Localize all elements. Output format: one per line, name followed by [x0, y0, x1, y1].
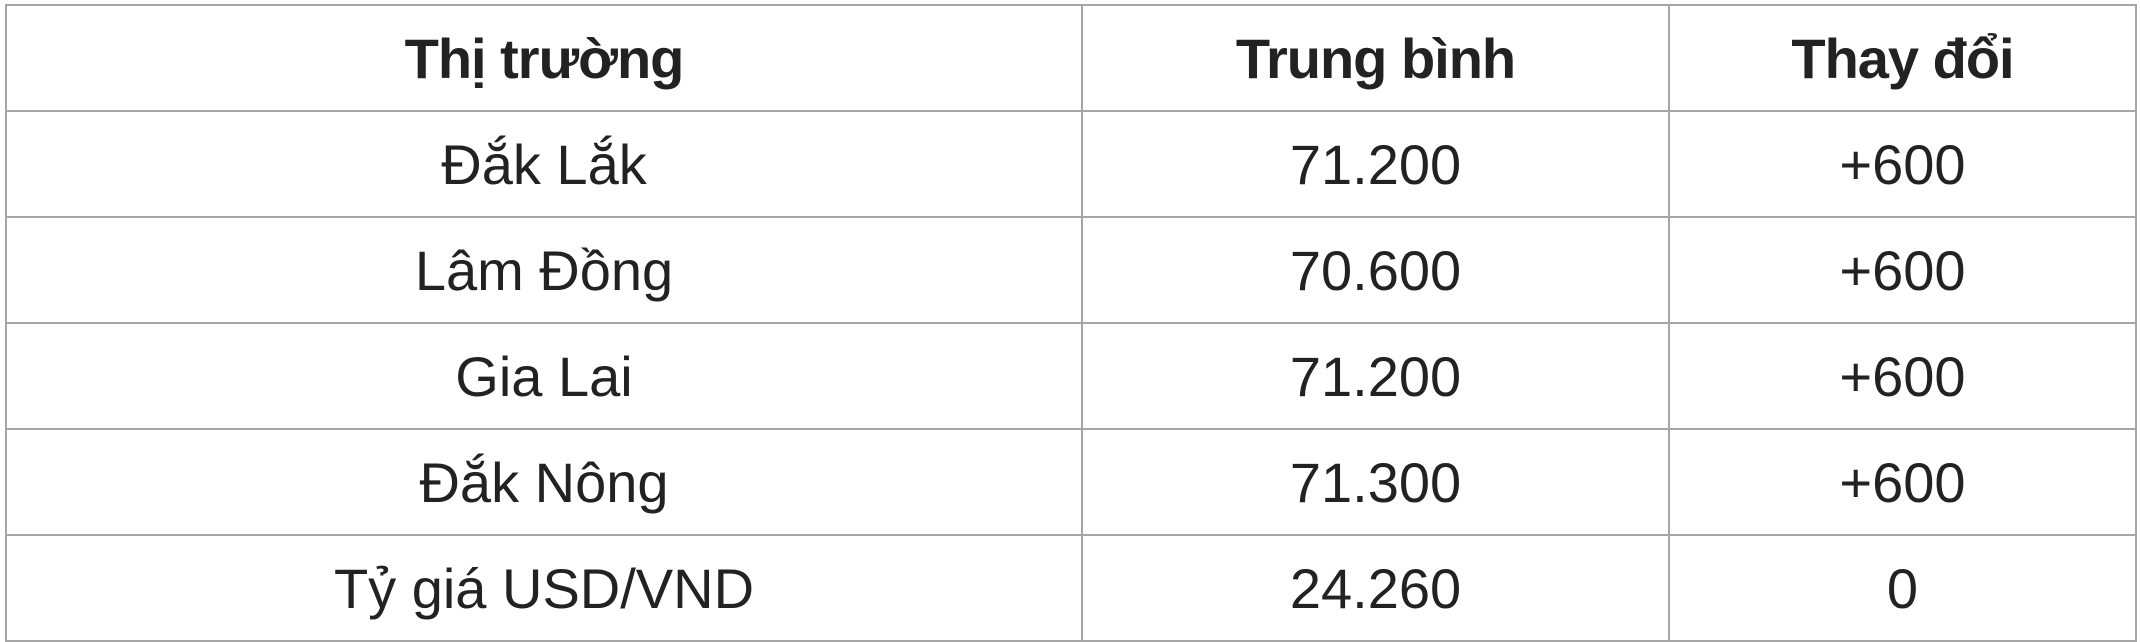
table-cell: 71.200 — [1081, 110, 1670, 218]
table-row: Đắk Lắk 71.200 +600 — [5, 110, 2137, 218]
table-container: Thị trường Trung bình Thay đổi Đắk Lắk 71.2… — [5, 4, 2137, 642]
table-row: Tỷ giá USD/VND 24.260 0 — [5, 534, 2137, 642]
table-cell: 0 — [1668, 534, 2137, 642]
table-cell: Tỷ giá USD/VND — [5, 534, 1083, 642]
header-cell: Thay đổi — [1668, 4, 2137, 112]
table-row: Đắk Nông 71.300 +600 — [5, 428, 2137, 536]
table-cell: 71.300 — [1081, 428, 1670, 536]
table-row: Gia Lai 71.200 +600 — [5, 322, 2137, 430]
table-cell: +600 — [1668, 428, 2137, 536]
table-cell: 24.260 — [1081, 534, 1670, 642]
table-cell: +600 — [1668, 110, 2137, 218]
table-cell: +600 — [1668, 216, 2137, 324]
table-cell: 71.200 — [1081, 322, 1670, 430]
table-cell: Lâm Đồng — [5, 216, 1083, 324]
table-row: Lâm Đồng 70.600 +600 — [5, 216, 2137, 324]
table-cell: Đắk Lắk — [5, 110, 1083, 218]
price-table: Thị trường Trung bình Thay đổi Đắk Lắk 71.2… — [5, 4, 2137, 642]
table-cell: 70.600 — [1081, 216, 1670, 324]
table-cell: +600 — [1668, 322, 2137, 430]
header-row: Thị trường Trung bình Thay đổi — [5, 4, 2137, 112]
table-cell: Gia Lai — [5, 322, 1083, 430]
header-cell: Trung bình — [1081, 4, 1670, 112]
table-cell: Đắk Nông — [5, 428, 1083, 536]
header-cell: Thị trường — [5, 4, 1083, 112]
